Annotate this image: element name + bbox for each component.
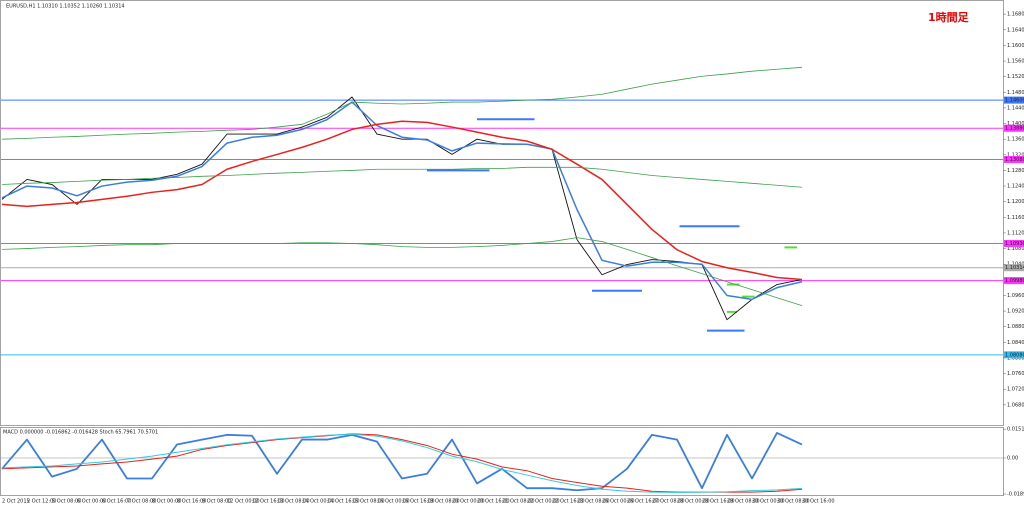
x-tick-label: 30 Oct 16:00 — [802, 499, 835, 505]
y-tick-label: 1.16000 — [1007, 43, 1024, 49]
x-tick-label: 21 Oct 08:00 — [502, 499, 535, 505]
y-tick-label: 1.11600 — [1007, 215, 1024, 221]
y-tick-label: 1.08000 — [1007, 355, 1024, 361]
x-tick-label: 8 Oct 16:00 — [177, 499, 206, 505]
x-tick-label: 12 Oct 16:00 — [252, 499, 285, 505]
price-label: 1.14600 — [1005, 98, 1024, 104]
y-tick-label: 1.09600 — [1007, 293, 1024, 299]
price-label: 1.08080 — [1005, 352, 1024, 358]
y-tick-label: 1.13200 — [1007, 152, 1024, 158]
x-tick-label: 20 Oct 16:00 — [477, 499, 510, 505]
x-tick-label: 2 Oct 2015 — [2, 499, 30, 505]
y-tick-label: 1.16800 — [1007, 12, 1024, 18]
price-label: 1.09980 — [1005, 278, 1024, 284]
x-tick-label: 28 Oct 16:00 — [702, 499, 735, 505]
y-tick-label: 1.10800 — [1007, 246, 1024, 252]
indicator-panel — [0, 427, 1004, 496]
price-label: 1.13080 — [1005, 157, 1024, 163]
x-tick-label: 29 Oct 08:00 — [727, 499, 760, 505]
price-label-box — [1004, 96, 1024, 104]
series-line — [1, 66, 803, 140]
y-tick-label: 0.00 — [1007, 455, 1018, 461]
x-tick-label: 16 Oct 00:00 — [377, 499, 410, 505]
price-label-box — [1004, 124, 1024, 132]
y-tick-label: 1.14400 — [1007, 105, 1024, 111]
y-tick-label: 1.13600 — [1007, 137, 1024, 143]
y-tick-label: 1.12400 — [1007, 184, 1024, 190]
y-tick-label: 1.07600 — [1007, 371, 1024, 377]
y-tick-label: 1.11200 — [1007, 230, 1024, 236]
x-tick-label: 6 Oct 00:00 — [77, 499, 106, 505]
price-label-box — [1004, 239, 1024, 247]
price-label-box — [1004, 264, 1024, 272]
x-tick-label: 22 Oct 16:00 — [552, 499, 585, 505]
series-line — [1, 237, 803, 307]
x-tick-label: 13 Oct 08:00 — [277, 499, 310, 505]
y-tick-label: 1.15600 — [1007, 59, 1024, 65]
x-tick-label: 22 Oct 00:00 — [527, 499, 560, 505]
y-tick-label: 1.16400 — [1007, 27, 1024, 33]
main-panel — [0, 0, 1004, 426]
y-tick-label: 1.09200 — [1007, 309, 1024, 315]
series-line — [1, 101, 803, 301]
x-tick-label: 28 Oct 00:00 — [677, 499, 710, 505]
x-tick-label: 5 Oct 08:00 — [52, 499, 81, 505]
y-tick-label: 1.12800 — [1007, 168, 1024, 174]
series-line — [1, 432, 803, 492]
price-label-box — [1004, 277, 1024, 285]
x-tick-label: 19 Oct 08:00 — [427, 499, 460, 505]
x-tick-label: 7 Oct 08:00 — [127, 499, 156, 505]
x-tick-label: 23 Oct 08:00 — [577, 499, 610, 505]
x-tick-label: 8 Oct 00:00 — [152, 499, 181, 505]
y-tick-label: 1.08400 — [1007, 340, 1024, 346]
x-tick-label: 30 Oct 08:00 — [777, 499, 810, 505]
price-label: 1.10314 — [1005, 265, 1024, 271]
series-line — [1, 120, 803, 281]
x-tick-label: 27 Oct 08:00 — [652, 499, 685, 505]
indicator-header: MACD 0.000000 -0.016862 -0.016428 Stoch … — [3, 430, 158, 436]
x-tick-label: 12 Oct 00:00 — [227, 499, 260, 505]
series-line — [1, 433, 803, 494]
y-tick-label: 1.07200 — [1007, 387, 1024, 393]
x-tick-label: 26 Oct 00:00 — [602, 499, 635, 505]
y-tick-label: 1.14800 — [1007, 90, 1024, 96]
price-label-box — [1004, 351, 1024, 359]
x-tick-label: 26 Oct 16:00 — [627, 499, 660, 505]
y-tick-label: 1.15200 — [1007, 74, 1024, 80]
x-tick-label: 15 Oct 08:00 — [352, 499, 385, 505]
x-tick-label: 6 Oct 16:00 — [102, 499, 131, 505]
x-tick-label: 14 Oct 00:00 — [302, 499, 335, 505]
x-tick-label: 14 Oct 16:00 — [327, 499, 360, 505]
x-tick-label: 30 Oct 00:00 — [752, 499, 785, 505]
chart-header: EURUSD,H1 1.10310 1.10352 1.10260 1.1031… — [6, 4, 125, 10]
y-tick-label: 1.08800 — [1007, 324, 1024, 330]
y-tick-label: 1.06800 — [1007, 402, 1024, 408]
price-label: 1.13880 — [1005, 126, 1024, 132]
y-tick-label: -0.018987 — [1007, 492, 1024, 498]
series-line — [1, 433, 803, 493]
x-tick-label: 2 Oct 12:00 — [27, 499, 56, 505]
y-tick-label: 1.12000 — [1007, 199, 1024, 205]
chart-title: 1時間足 — [928, 10, 970, 24]
series-line — [1, 166, 803, 188]
price-label-box — [1004, 155, 1024, 163]
x-tick-label: 9 Oct 08:00 — [202, 499, 231, 505]
y-tick-label: 0.015179 — [1007, 427, 1024, 433]
price-label: 1.10930 — [1005, 241, 1024, 247]
y-tick-label: 1.14000 — [1007, 121, 1024, 127]
x-tick-label: 16 Oct 16:00 — [402, 499, 435, 505]
x-tick-label: 20 Oct 00:00 — [452, 499, 485, 505]
